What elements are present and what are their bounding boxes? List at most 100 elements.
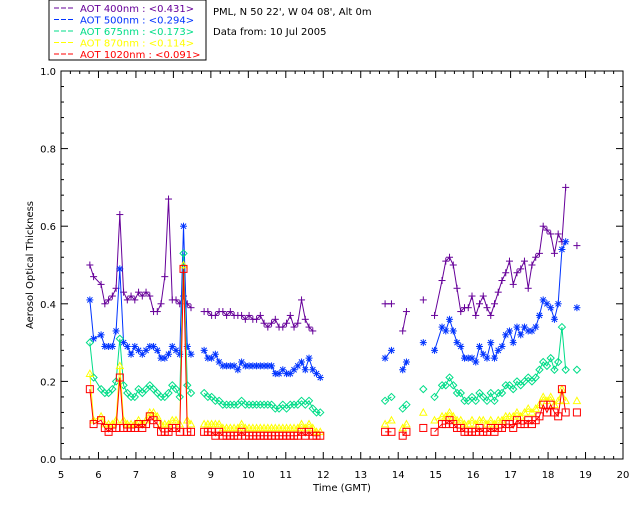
x-tick-label: 20 xyxy=(617,470,630,481)
series-2 xyxy=(85,249,582,417)
data-point xyxy=(553,357,563,367)
data-point xyxy=(438,277,446,285)
data-point xyxy=(476,342,484,350)
data-point xyxy=(138,350,146,358)
x-tick-label: 18 xyxy=(542,470,555,481)
data-point xyxy=(535,249,543,257)
data-point xyxy=(156,392,166,402)
series-line xyxy=(89,253,192,398)
data-point xyxy=(527,407,537,416)
data-point xyxy=(479,292,487,300)
data-point xyxy=(237,419,246,428)
data-point xyxy=(244,400,254,409)
x-tick-label: 16 xyxy=(467,470,480,481)
data-point xyxy=(186,419,196,428)
data-point xyxy=(138,292,146,300)
data-point xyxy=(456,415,466,424)
data-point xyxy=(97,331,105,339)
data-point xyxy=(547,304,555,312)
data-point xyxy=(561,365,570,374)
site-location-label: PML, N 50 22', W 04 08', Alt 0m xyxy=(213,7,372,18)
x-tick-label: 5 xyxy=(58,470,64,481)
data-point xyxy=(505,257,513,265)
data-point xyxy=(245,311,253,319)
data-point xyxy=(387,392,396,402)
data-point xyxy=(241,315,249,323)
data-point xyxy=(502,269,510,277)
data-point xyxy=(538,392,548,401)
data-point xyxy=(172,296,180,304)
data-point xyxy=(112,327,120,335)
series-3 xyxy=(85,260,582,436)
data-point xyxy=(524,284,532,292)
data-point xyxy=(419,339,427,347)
data-point xyxy=(256,400,265,409)
data-point xyxy=(460,396,469,406)
data-point xyxy=(85,338,95,347)
data-point xyxy=(487,311,495,319)
data-point xyxy=(467,415,477,424)
data-point xyxy=(86,296,94,304)
data-point xyxy=(520,257,528,265)
data-point xyxy=(546,353,555,363)
data-point xyxy=(387,346,395,354)
y-tick-label: 0.4 xyxy=(40,300,56,311)
data-point xyxy=(509,384,518,394)
data-point xyxy=(290,323,298,331)
data-point xyxy=(445,407,454,416)
data-point xyxy=(546,392,556,401)
data-point xyxy=(449,327,457,335)
data-point xyxy=(309,327,317,335)
data-point xyxy=(175,392,184,402)
data-point xyxy=(497,388,507,398)
data-point xyxy=(105,296,113,304)
x-tick-label: 7 xyxy=(133,470,139,481)
data-point xyxy=(316,408,325,417)
data-point xyxy=(116,211,124,219)
data-point xyxy=(453,284,461,292)
data-point xyxy=(218,400,228,409)
data-point xyxy=(517,265,525,273)
plot-frame xyxy=(60,70,624,460)
data-point xyxy=(305,323,313,331)
data-point xyxy=(283,319,291,327)
data-point xyxy=(531,404,541,412)
data-point xyxy=(573,304,581,312)
series-line xyxy=(434,187,567,317)
data-point xyxy=(456,388,465,398)
data-point xyxy=(241,400,250,409)
data-point xyxy=(211,311,219,319)
data-point xyxy=(543,226,551,234)
data-point xyxy=(142,288,150,296)
data-point xyxy=(289,400,299,409)
data-point xyxy=(562,238,570,246)
data-point xyxy=(90,335,98,343)
data-point xyxy=(298,358,306,366)
data-point xyxy=(562,183,570,191)
data-point xyxy=(463,419,473,428)
data-point xyxy=(446,253,454,261)
x-tick-label: 10 xyxy=(242,470,255,481)
data-point xyxy=(164,388,173,398)
data-point xyxy=(449,381,458,390)
data-point xyxy=(523,404,533,412)
data-point xyxy=(252,400,261,409)
data-point xyxy=(179,249,188,258)
data-point xyxy=(442,327,450,335)
data-point xyxy=(97,416,106,425)
x-tick-label: 19 xyxy=(579,470,592,481)
data-point xyxy=(402,358,410,366)
data-point xyxy=(520,323,528,331)
data-point xyxy=(96,411,106,420)
legend-entry: AOT 675nm : <0.173> xyxy=(80,27,194,38)
data-point xyxy=(204,308,212,316)
data-point xyxy=(558,245,566,253)
data-point xyxy=(222,400,231,409)
data-point xyxy=(286,311,294,319)
data-point xyxy=(271,404,280,413)
data-point xyxy=(509,280,517,288)
data-point xyxy=(130,392,140,402)
data-point xyxy=(116,265,124,273)
data-point xyxy=(115,361,125,370)
